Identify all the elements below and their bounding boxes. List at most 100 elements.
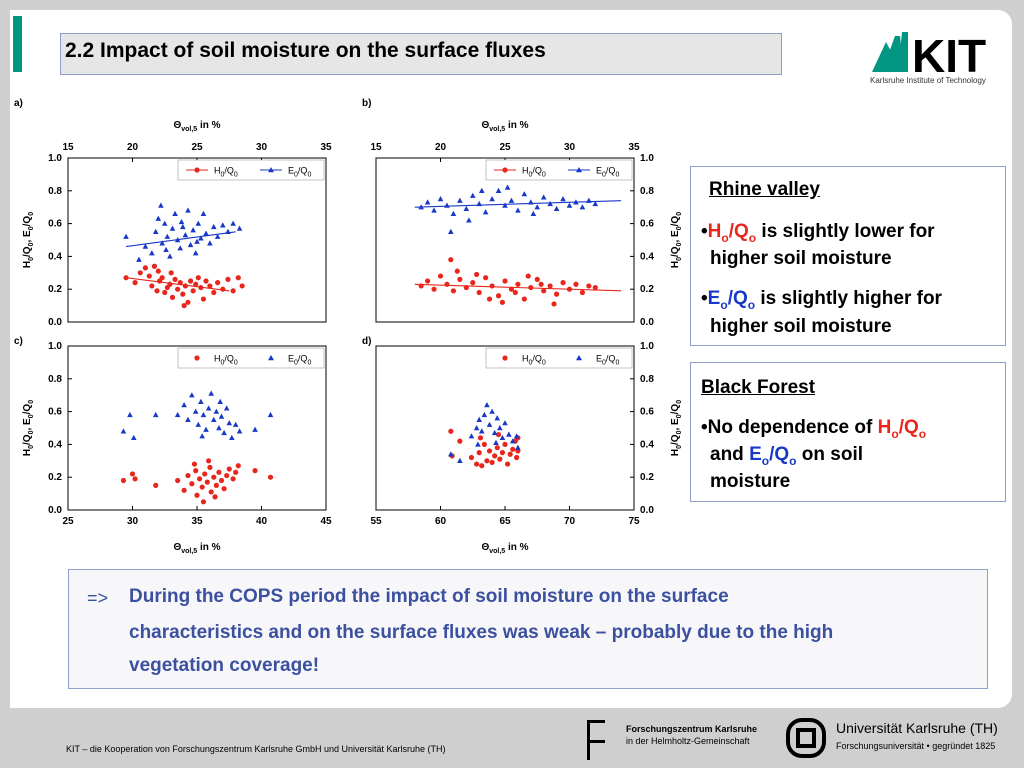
- black-bullet-1: •No dependence of Ho/Qo: [701, 417, 927, 441]
- data-point-h: [208, 489, 214, 495]
- y-tick-label: 1.0: [640, 153, 654, 164]
- data-point-h: [169, 294, 176, 300]
- data-point-e: [192, 408, 199, 414]
- data-point-e: [185, 207, 191, 213]
- data-point-e: [457, 457, 463, 463]
- data-point-e: [207, 240, 213, 246]
- data-point-e: [494, 415, 501, 421]
- data-point-e: [450, 210, 457, 216]
- data-point-h: [235, 275, 241, 281]
- data-point-e: [236, 428, 243, 434]
- data-point-e: [158, 202, 164, 208]
- data-point-e: [475, 441, 481, 447]
- data-point-e: [482, 209, 489, 215]
- data-point-h: [220, 286, 226, 292]
- x-tick-label: 40: [256, 516, 268, 527]
- data-point-h: [207, 283, 213, 289]
- data-point-h: [521, 296, 527, 302]
- data-point-e: [214, 233, 221, 239]
- data-point-e: [181, 402, 187, 408]
- data-point-e: [185, 416, 191, 422]
- y-tick-label: 0.2: [48, 472, 62, 483]
- data-point-h: [495, 431, 502, 438]
- data-point-h: [200, 296, 207, 302]
- data-point-e: [178, 218, 185, 225]
- x-tick-label: 70: [564, 516, 576, 527]
- legend-marker: [576, 167, 582, 173]
- title-accent-bar: [13, 16, 22, 72]
- data-point-e: [155, 215, 162, 221]
- data-point-e: [127, 411, 133, 418]
- y-tick-label: 0.0: [640, 505, 654, 516]
- x-tick-label: 20: [435, 142, 447, 153]
- data-point-e: [506, 431, 512, 437]
- kit-logo-subtitle: Karlsruhe Institute of Technology: [870, 76, 986, 85]
- plot-frame-3: [67, 345, 327, 511]
- data-point-h: [187, 278, 194, 284]
- data-point-h: [196, 476, 203, 482]
- x-tick-label: 25: [499, 142, 511, 153]
- data-point-e: [223, 405, 230, 411]
- data-point-h: [195, 275, 201, 281]
- data-point-h: [492, 453, 498, 459]
- x-axis-label: Θvol,5 in %: [481, 120, 528, 133]
- data-point-h: [153, 482, 159, 488]
- legend-marker: [268, 355, 274, 361]
- data-point-e: [481, 411, 488, 418]
- data-point-e: [468, 433, 475, 439]
- data-point-h: [444, 281, 450, 287]
- data-point-h: [199, 484, 205, 490]
- y-tick-label: 1.0: [48, 153, 62, 164]
- data-point-h: [486, 448, 493, 454]
- data-point-h: [534, 276, 540, 282]
- rhine-valley-heading: Rhine valley: [709, 179, 820, 200]
- data-point-h: [204, 479, 210, 485]
- university-name: Universität Karlsruhe (TH): [836, 720, 998, 736]
- data-point-h: [185, 472, 191, 479]
- data-point-e: [267, 411, 274, 418]
- x-axis-label: Θvol,5 in %: [173, 542, 220, 555]
- data-point-e: [177, 245, 184, 251]
- data-point-h: [181, 487, 187, 493]
- data-point-h: [494, 445, 500, 451]
- x-tick-label: 15: [370, 142, 382, 153]
- data-point-e: [167, 253, 173, 259]
- y-tick-label: 1.0: [48, 341, 62, 352]
- data-point-e: [448, 451, 454, 457]
- data-point-e: [473, 425, 480, 431]
- data-point-h: [515, 281, 521, 287]
- data-point-h: [120, 477, 127, 484]
- data-point-h: [193, 281, 199, 287]
- data-point-e: [180, 223, 186, 230]
- plot-frame-4: [375, 345, 635, 511]
- data-point-h: [159, 275, 165, 281]
- data-point-h: [172, 276, 178, 282]
- data-point-e: [457, 197, 463, 203]
- data-point-e: [187, 241, 194, 248]
- data-point-e: [232, 421, 239, 427]
- data-point-h: [560, 280, 566, 286]
- data-point-e: [521, 191, 528, 197]
- data-point-h: [457, 438, 463, 444]
- legend-marker: [502, 355, 508, 361]
- y-tick-label: 0.2: [640, 284, 654, 295]
- y-tick-label: 0.2: [48, 284, 62, 295]
- data-point-h: [525, 273, 531, 279]
- data-point-h: [239, 283, 245, 289]
- data-point-h: [499, 299, 506, 305]
- data-point-e: [448, 228, 454, 234]
- data-point-h: [216, 469, 222, 475]
- legend-label: E0/Q0: [288, 166, 311, 179]
- data-point-h: [202, 471, 208, 477]
- legend-label: E0/Q0: [596, 166, 619, 179]
- x-tick-label: 60: [435, 516, 447, 527]
- university-subtitle: Forschungsuniversität • gegründet 1825: [836, 741, 996, 751]
- fit-line-h: [414, 283, 622, 292]
- data-point-h: [189, 481, 195, 487]
- rhine-bullet-2-cont: higher soil moisture: [710, 316, 892, 337]
- data-point-e: [208, 390, 214, 396]
- data-point-h: [162, 289, 168, 296]
- data-point-e: [230, 220, 236, 226]
- data-point-e: [530, 210, 537, 216]
- data-point-h: [489, 459, 495, 466]
